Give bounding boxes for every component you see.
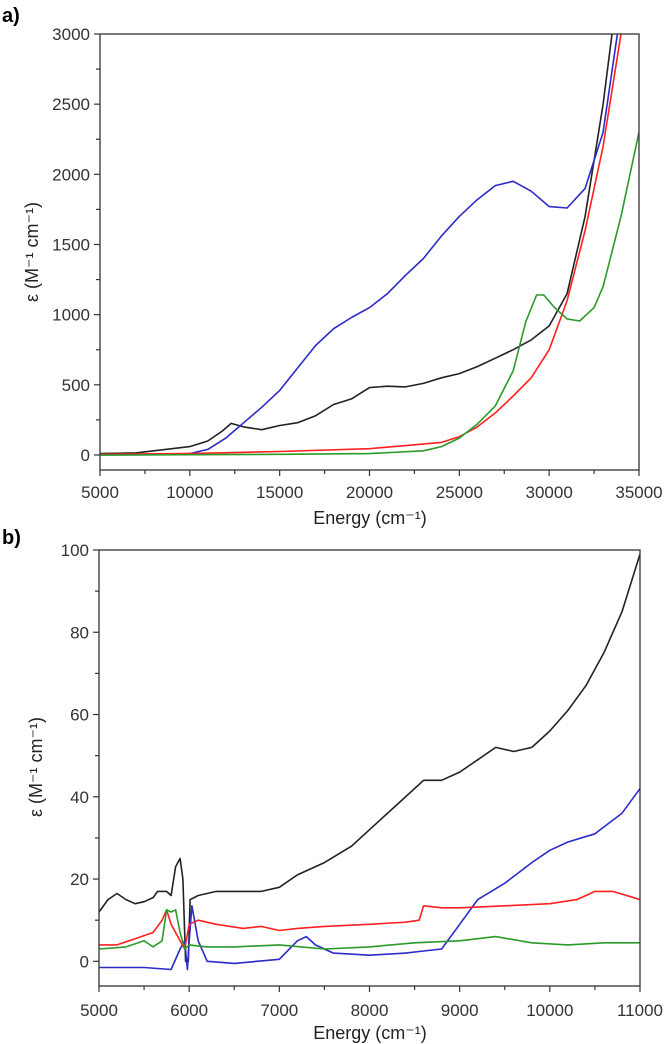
x-tick-label: 6000 xyxy=(170,1001,208,1020)
y-tick-label: 500 xyxy=(62,376,90,395)
y-tick-label: 0 xyxy=(80,952,89,971)
y-tick-label: 40 xyxy=(70,788,89,807)
panel-b: b) Energy (cm⁻¹) ε (M⁻¹ cm⁻¹) 5000 6000 70… xyxy=(2,527,663,1043)
series-line-green xyxy=(100,132,639,456)
plot-frame xyxy=(98,549,641,987)
x-tick-label: 15000 xyxy=(256,483,303,502)
x-tick-label: 20000 xyxy=(346,483,393,502)
panel-label-b: b) xyxy=(2,527,21,549)
y-tick-label: 20 xyxy=(70,870,89,889)
plot-frame xyxy=(99,33,640,471)
y-tick-label: 100 xyxy=(61,541,89,560)
series-line-green xyxy=(99,909,640,950)
x-tick-label: 5000 xyxy=(80,1001,118,1020)
x-axis-title-a: Energy (cm⁻¹) xyxy=(313,508,427,528)
series-line-blue xyxy=(100,34,619,456)
y-tick-label: 80 xyxy=(70,623,89,642)
x-tick-label: 35000 xyxy=(615,483,662,502)
y-tick-label: 0 xyxy=(81,446,90,465)
x-tick-label: 9000 xyxy=(441,1001,479,1020)
x-tick-label: 10000 xyxy=(526,1001,573,1020)
y-axis-title-a: ε (M⁻¹ cm⁻¹) xyxy=(22,202,42,302)
y-tick-label: 60 xyxy=(70,706,89,725)
panel-label-a: a) xyxy=(2,5,20,27)
y-tick-label: 2500 xyxy=(52,95,90,114)
series-line-red xyxy=(100,34,622,456)
series-line-black xyxy=(99,553,640,963)
series-line-blue xyxy=(99,788,640,971)
y-tick-label: 1500 xyxy=(52,235,90,254)
x-tick-label: 7000 xyxy=(260,1001,298,1020)
x-tick-label: 10000 xyxy=(166,483,213,502)
y-tick-label: 2000 xyxy=(52,165,90,184)
y-tick-label: 3000 xyxy=(52,25,90,44)
x-axis-title-b: Energy (cm⁻¹) xyxy=(313,1023,427,1043)
x-tick-label: 30000 xyxy=(526,483,573,502)
x-tick-label: 25000 xyxy=(436,483,483,502)
y-tick-label: 1000 xyxy=(52,306,90,325)
x-tick-label: 8000 xyxy=(351,1001,389,1020)
x-tick-label: 5000 xyxy=(81,483,119,502)
panel-a: a) Energy (cm⁻¹) ε (M⁻¹ cm⁻¹) 5000 10000 1… xyxy=(2,5,663,528)
y-axis-title-b: ε (M⁻¹ cm⁻¹) xyxy=(26,717,46,817)
series-line-black xyxy=(100,34,613,455)
x-tick-label: 11000 xyxy=(617,1001,663,1020)
series-line-red xyxy=(99,890,640,950)
